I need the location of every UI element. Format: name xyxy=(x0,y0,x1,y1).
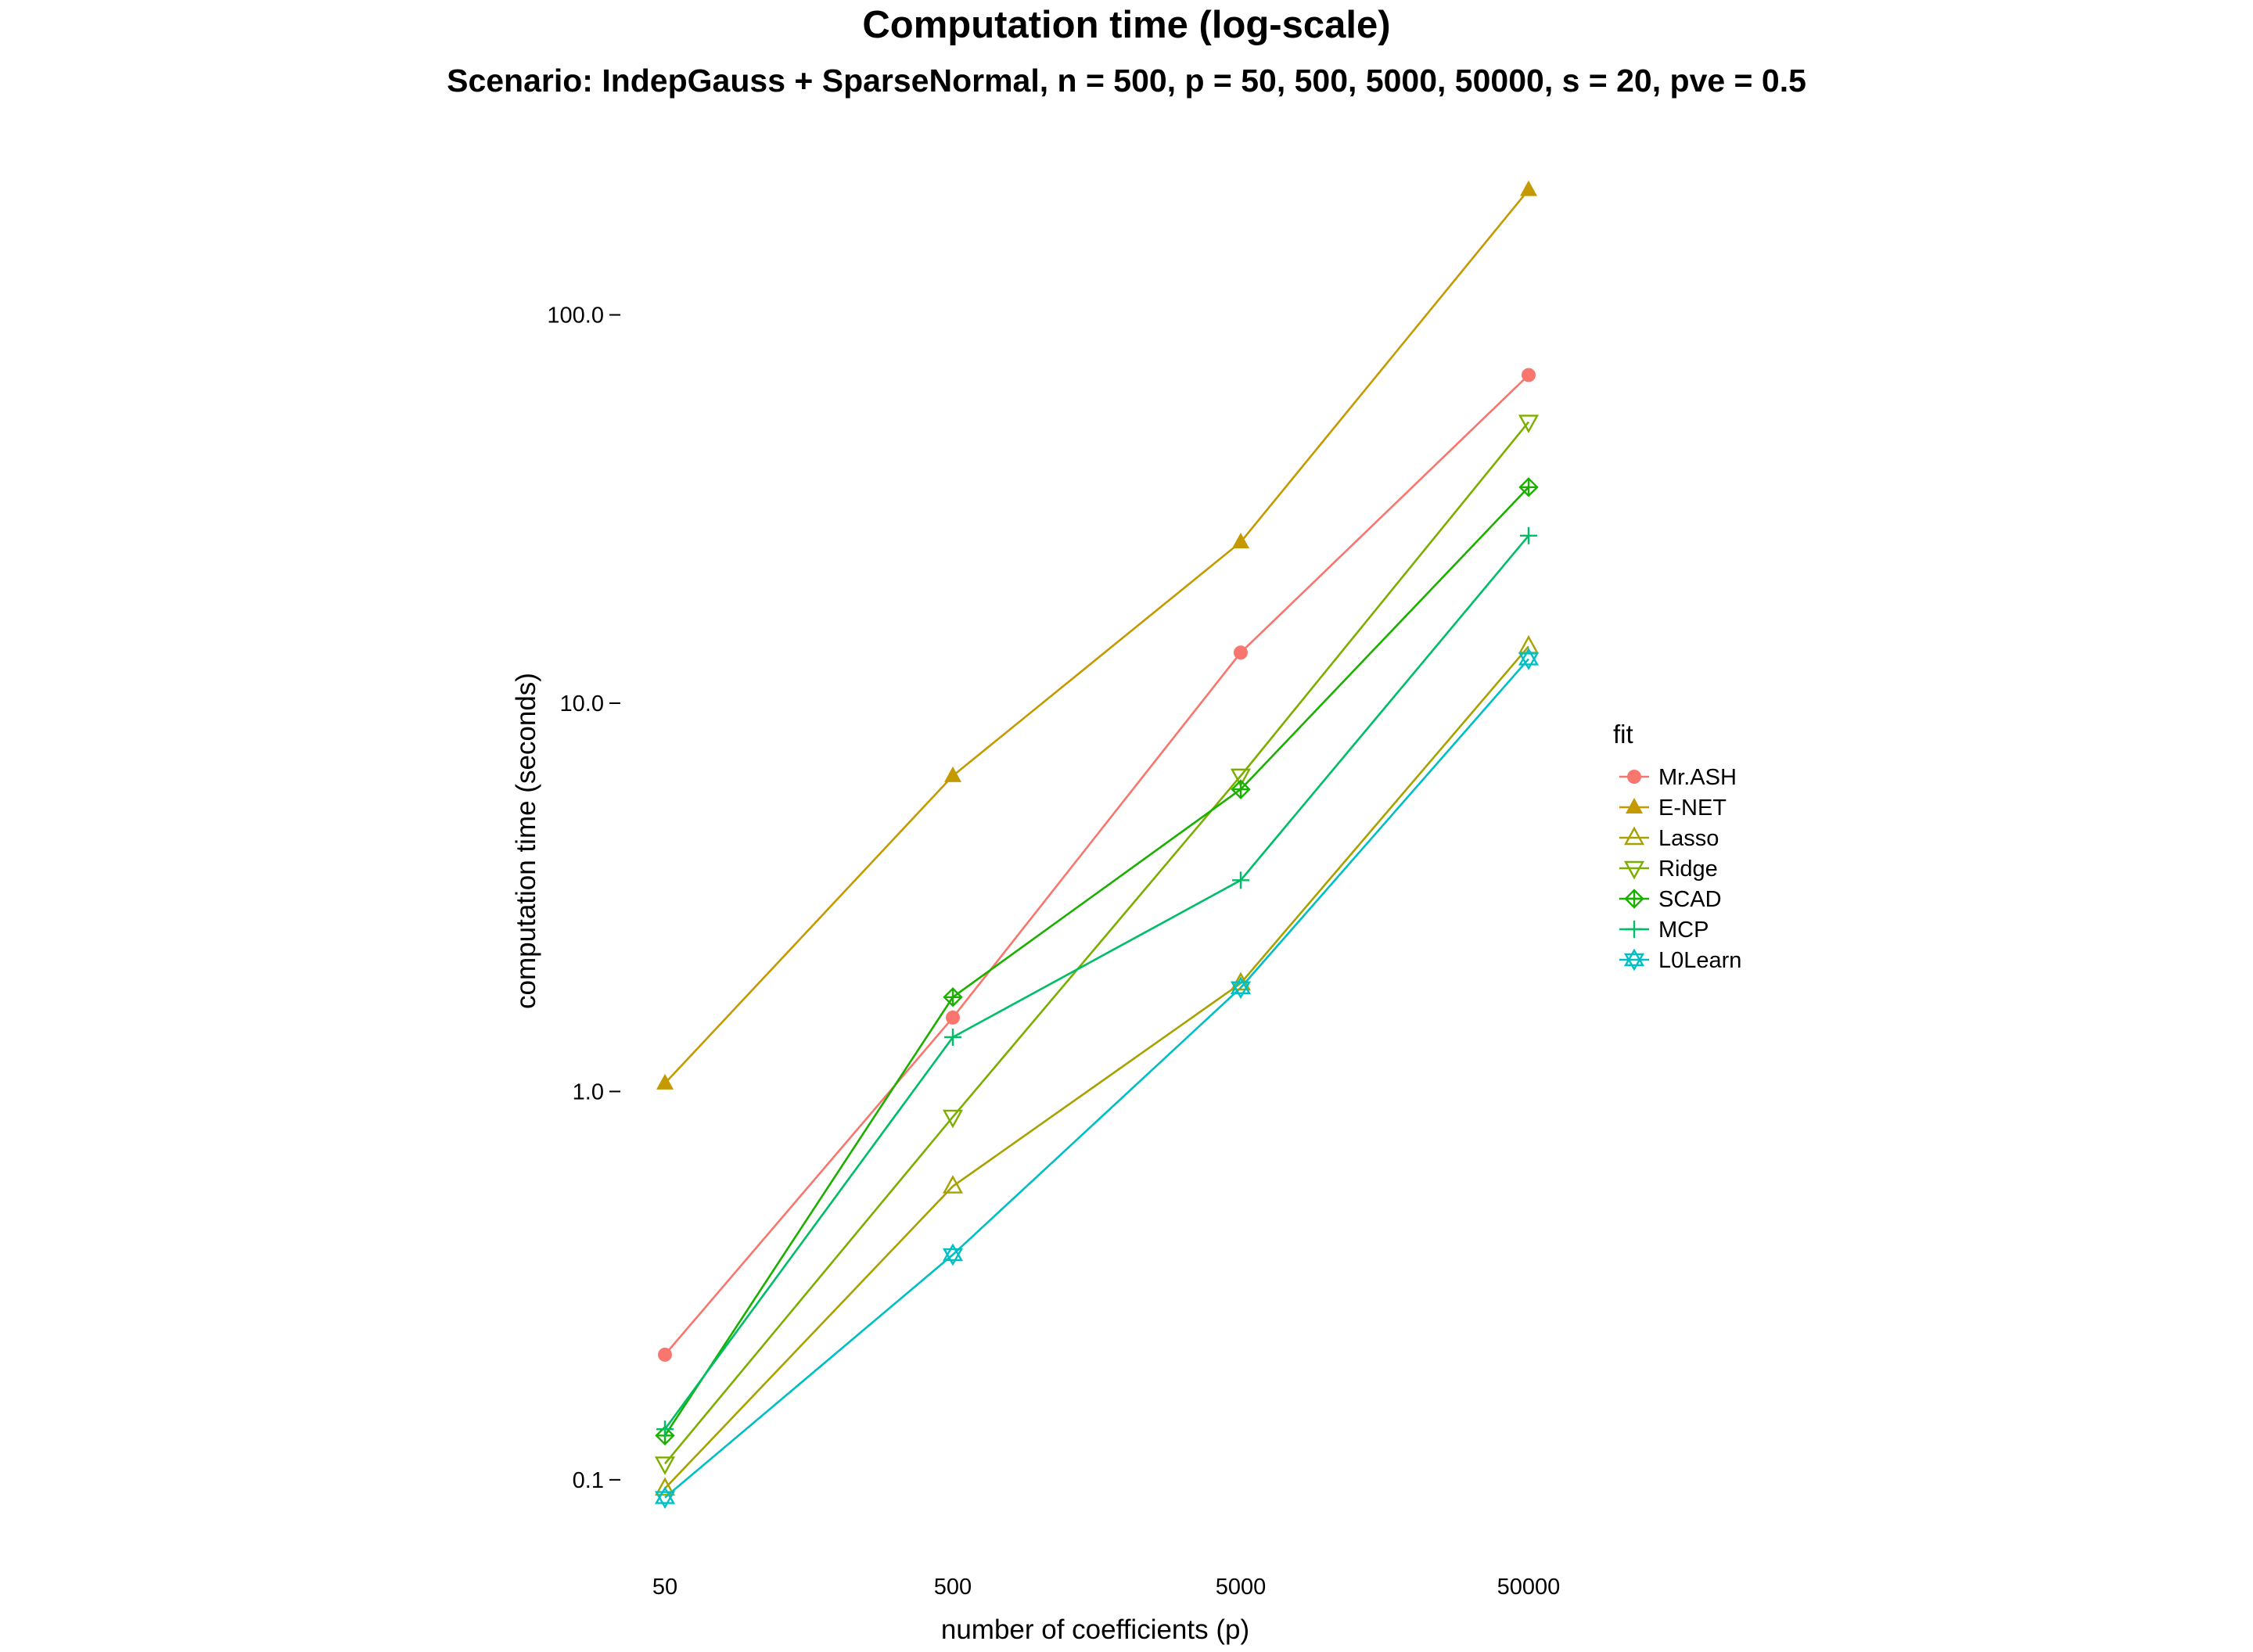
legend-key-marker xyxy=(1623,826,1645,846)
series-line-lasso xyxy=(664,645,1529,1489)
legend-item-lasso: Lasso xyxy=(1619,826,1719,851)
data-point-mcp xyxy=(944,1028,961,1046)
data-point-ridge xyxy=(654,1456,676,1475)
legend-label: Mr.ASH xyxy=(1658,765,1737,790)
series-line-l0learn xyxy=(664,658,1529,1499)
data-point-e-net xyxy=(1232,532,1249,548)
chart-subtitle: Scenario: IndepGauss + SparseNormal, n =… xyxy=(447,63,1806,99)
data-point-scad xyxy=(1518,477,1539,497)
data-point-e-net xyxy=(656,1073,674,1090)
data-point-l0learn xyxy=(1518,648,1540,670)
data-point-mr-ash xyxy=(946,1010,960,1025)
y-tick-label: 10.0 xyxy=(560,691,604,716)
data-point-e-net xyxy=(944,766,961,782)
x-axis-title: number of coefficients (p) xyxy=(941,1614,1249,1645)
legend-item-ridge: Ridge xyxy=(1619,857,1718,882)
legend-key-marker xyxy=(1623,948,1645,971)
legend-key-marker xyxy=(1626,921,1643,938)
x-tick-label: 5000 xyxy=(1216,1575,1267,1600)
data-point-scad xyxy=(943,987,963,1007)
series-line-mcp xyxy=(663,535,1529,1430)
data-point-mcp xyxy=(1520,526,1537,544)
data-point-e-net xyxy=(1520,180,1537,196)
legend-item-mr-ash: Mr.ASH xyxy=(1619,765,1737,790)
x-tick-label: 50000 xyxy=(1497,1575,1561,1600)
legend-label: Ridge xyxy=(1658,857,1718,882)
legend-label: SCAD xyxy=(1658,887,1722,912)
series-line-scad xyxy=(663,486,1529,1436)
legend-label: E-NET xyxy=(1658,795,1727,821)
legend-key-marker xyxy=(1626,798,1643,813)
legend-label: MCP xyxy=(1658,918,1709,943)
data-point-lasso xyxy=(942,1175,964,1194)
x-tick-label: 50 xyxy=(652,1575,677,1600)
series-line-e-net xyxy=(664,189,1530,1084)
data-point-mcp xyxy=(656,1420,674,1438)
y-tick-label: 100.0 xyxy=(547,303,604,329)
chart-title: Computation time (log-scale) xyxy=(862,4,1391,46)
data-point-l0learn xyxy=(942,1243,964,1266)
data-point-l0learn xyxy=(1230,976,1252,1000)
data-point-lasso xyxy=(654,1477,676,1496)
data-point-mr-ash xyxy=(1522,368,1536,382)
x-tick-label: 500 xyxy=(934,1575,972,1600)
y-tick-label: 1.0 xyxy=(573,1079,604,1104)
data-point-ridge xyxy=(1518,415,1540,433)
y-axis-title: computation time (seconds) xyxy=(511,673,541,1009)
legend-item-l0learn: L0Learn xyxy=(1619,948,1741,973)
legend-label: L0Learn xyxy=(1658,948,1741,973)
legend-key-marker xyxy=(1624,889,1644,909)
series-line-mr-ash xyxy=(664,374,1529,1356)
legend-item-e-net: E-NET xyxy=(1619,795,1727,821)
y-tick-label: 0.1 xyxy=(573,1468,604,1493)
series-line-ridge xyxy=(663,421,1530,1465)
legend-item-scad: SCAD xyxy=(1619,887,1722,912)
data-point-scad xyxy=(1231,779,1251,799)
legend-key-marker xyxy=(1623,860,1645,880)
data-point-mr-ash xyxy=(658,1347,672,1362)
data-point-ridge xyxy=(1230,768,1252,788)
data-point-mcp xyxy=(1232,871,1249,889)
legend-item-mcp: MCP xyxy=(1619,918,1709,943)
y-axis: 0.1 1.0 10.0 100.0 xyxy=(547,303,620,1493)
data-point-l0learn xyxy=(654,1486,676,1509)
data-point-ridge xyxy=(942,1109,964,1129)
series-lines xyxy=(663,189,1530,1499)
legend-title: fit xyxy=(1613,720,1633,749)
legend: fit Mr.ASH E-NET Lasso Ridge SCAD MCP L0Learn xyxy=(1613,720,1741,973)
legend-key-marker xyxy=(1627,770,1641,784)
x-axis: 50 500 5000 50000 xyxy=(652,1575,1560,1600)
series-points xyxy=(654,180,1540,1509)
legend-label: Lasso xyxy=(1658,826,1719,851)
data-point-mr-ash xyxy=(1234,645,1248,660)
